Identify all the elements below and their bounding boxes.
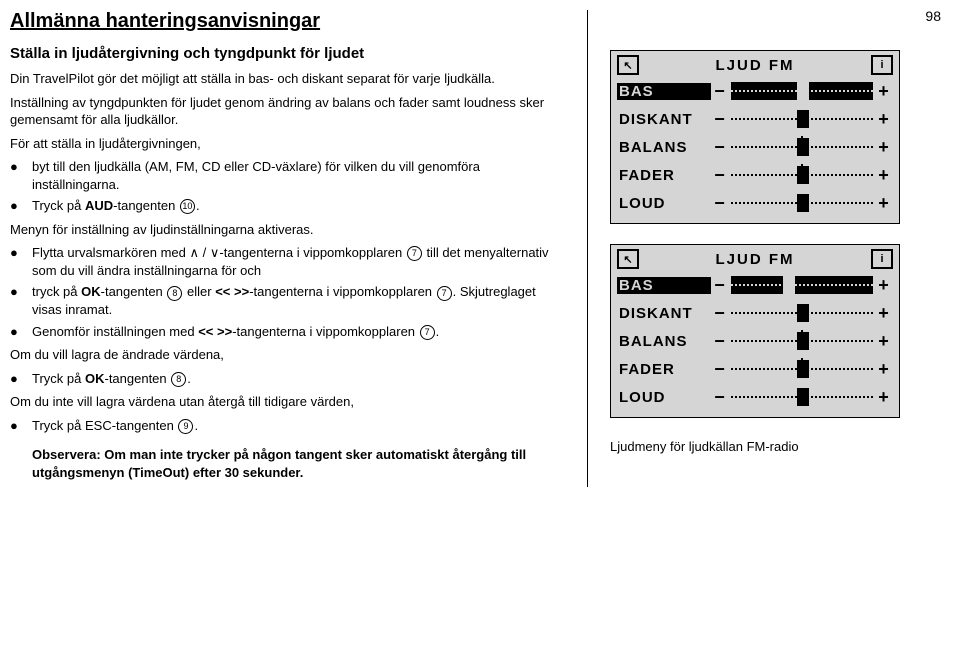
slider [731, 82, 873, 100]
lcd-row-bas: BAS− + [617, 271, 893, 299]
timeout-note: Observera: Om man inte trycker på någon … [10, 446, 565, 481]
slider [731, 304, 873, 322]
info-icon: i [871, 249, 893, 269]
bullet-press-ok: tryck på OK-tangenten 8 eller << >>-tang… [10, 283, 565, 318]
lcd-header: ↖ LJUD FM i [617, 249, 893, 269]
lcd-caption: Ljudmeny för ljudkällan FM-radio [610, 438, 940, 456]
lcd-row-label: DISKANT [617, 305, 711, 322]
lcd-row-label: BALANS [617, 139, 711, 156]
lcd-row-bas: BAS− + [617, 77, 893, 105]
plus-icon: + [875, 331, 893, 352]
lcd-title: LJUD FM [716, 57, 795, 74]
heading-sub: Ställa in ljudåtergivning och tyngdpunkt… [10, 45, 565, 62]
minus-icon: − [711, 387, 729, 408]
bullet-move-cursor: Flytta urvalsmarkören med ∧ / ∨-tangente… [10, 244, 565, 279]
key-ref-8b: 8 [171, 372, 186, 387]
key-ref-9: 9 [178, 419, 193, 434]
slider [731, 332, 873, 350]
lcd-screenshot-1: ↖LJUD FMiBAS−+DISKANT−+BALANS−+FADER−+LO… [610, 50, 900, 224]
lcd-row-fader: FADER− + [617, 355, 893, 383]
key-ref-7c: 7 [420, 325, 435, 340]
page: 98 Allmänna hanteringsanvisningar Ställa… [0, 0, 959, 497]
store-values: Om du vill lagra de ändrade värdena, [10, 346, 565, 364]
lcd-row-label: FADER [617, 167, 711, 184]
menu-activated: Menyn för inställning av ljudinställning… [10, 221, 565, 239]
key-ref-8a: 8 [167, 286, 182, 301]
plus-icon: + [875, 109, 893, 130]
lcd-screenshot-2: ↖LJUD FMiBAS−+DISKANT−+BALANS−+FADER−+LO… [610, 244, 900, 418]
lcd-row-loud: LOUD− + [617, 383, 893, 411]
minus-icon: − [711, 165, 729, 186]
discard-values: Om du inte vill lagra värdena utan återg… [10, 393, 565, 411]
back-icon: ↖ [617, 55, 639, 75]
bullet-ok-store: Tryck på OK-tangenten 8. [10, 370, 565, 388]
plus-icon: + [875, 303, 893, 324]
plus-icon: + [875, 359, 893, 380]
lcd-title: LJUD FM [716, 251, 795, 268]
bullet-adjust: Genomför inställningen med << >>-tangent… [10, 323, 565, 341]
intro-1: Din TravelPilot gör det möjligt att stäl… [10, 70, 565, 88]
bullet-press-aud: Tryck på AUD-tangenten 10. [10, 197, 565, 215]
minus-icon: − [711, 331, 729, 352]
right-column: ↖LJUD FMiBAS−+DISKANT−+BALANS−+FADER−+LO… [588, 10, 940, 487]
key-ref-10: 10 [180, 199, 195, 214]
slider [731, 110, 873, 128]
lcd-row-balans: BALANS− + [617, 133, 893, 161]
minus-icon: − [711, 81, 729, 102]
key-ref-7a: 7 [407, 246, 422, 261]
lcd-row-label: LOUD [617, 195, 711, 212]
lcd-row-label: FADER [617, 361, 711, 378]
slider [731, 388, 873, 406]
key-ref-7b: 7 [437, 286, 452, 301]
slider [731, 166, 873, 184]
plus-icon: + [875, 193, 893, 214]
lcd-row-label: BAS [617, 83, 711, 100]
minus-icon: − [711, 359, 729, 380]
slider [731, 276, 873, 294]
slider [731, 194, 873, 212]
lcd-row-fader: FADER− + [617, 161, 893, 189]
lcd-row-diskant: DISKANT− + [617, 299, 893, 327]
lcd-row-label: BALANS [617, 333, 711, 350]
lcd-row-label: LOUD [617, 389, 711, 406]
bullet-switch-source: byt till den ljudkälla (AM, FM, CD eller… [10, 158, 565, 193]
lcd-row-loud: LOUD− + [617, 189, 893, 217]
left-column: Allmänna hanteringsanvisningar Ställa in… [10, 10, 588, 487]
page-number: 98 [925, 8, 941, 24]
minus-icon: − [711, 303, 729, 324]
intro-3: För att ställa in ljudåtergivningen, [10, 135, 565, 153]
heading-main: Allmänna hanteringsanvisningar [10, 10, 565, 33]
plus-icon: + [875, 387, 893, 408]
slider [731, 360, 873, 378]
lcd-row-diskant: DISKANT− + [617, 105, 893, 133]
lcd-header: ↖ LJUD FM i [617, 55, 893, 75]
minus-icon: − [711, 109, 729, 130]
bullet-esc: Tryck på ESC-tangenten 9. [10, 417, 565, 435]
plus-icon: + [875, 81, 893, 102]
plus-icon: + [875, 137, 893, 158]
plus-icon: + [875, 275, 893, 296]
intro-2: Inställning av tyngdpunkten för ljudet g… [10, 94, 565, 129]
lcd-row-balans: BALANS− + [617, 327, 893, 355]
minus-icon: − [711, 275, 729, 296]
plus-icon: + [875, 165, 893, 186]
lcd-row-label: BAS [617, 277, 711, 294]
lcd-row-label: DISKANT [617, 111, 711, 128]
back-icon: ↖ [617, 249, 639, 269]
info-icon: i [871, 55, 893, 75]
slider [731, 138, 873, 156]
minus-icon: − [711, 137, 729, 158]
minus-icon: − [711, 193, 729, 214]
